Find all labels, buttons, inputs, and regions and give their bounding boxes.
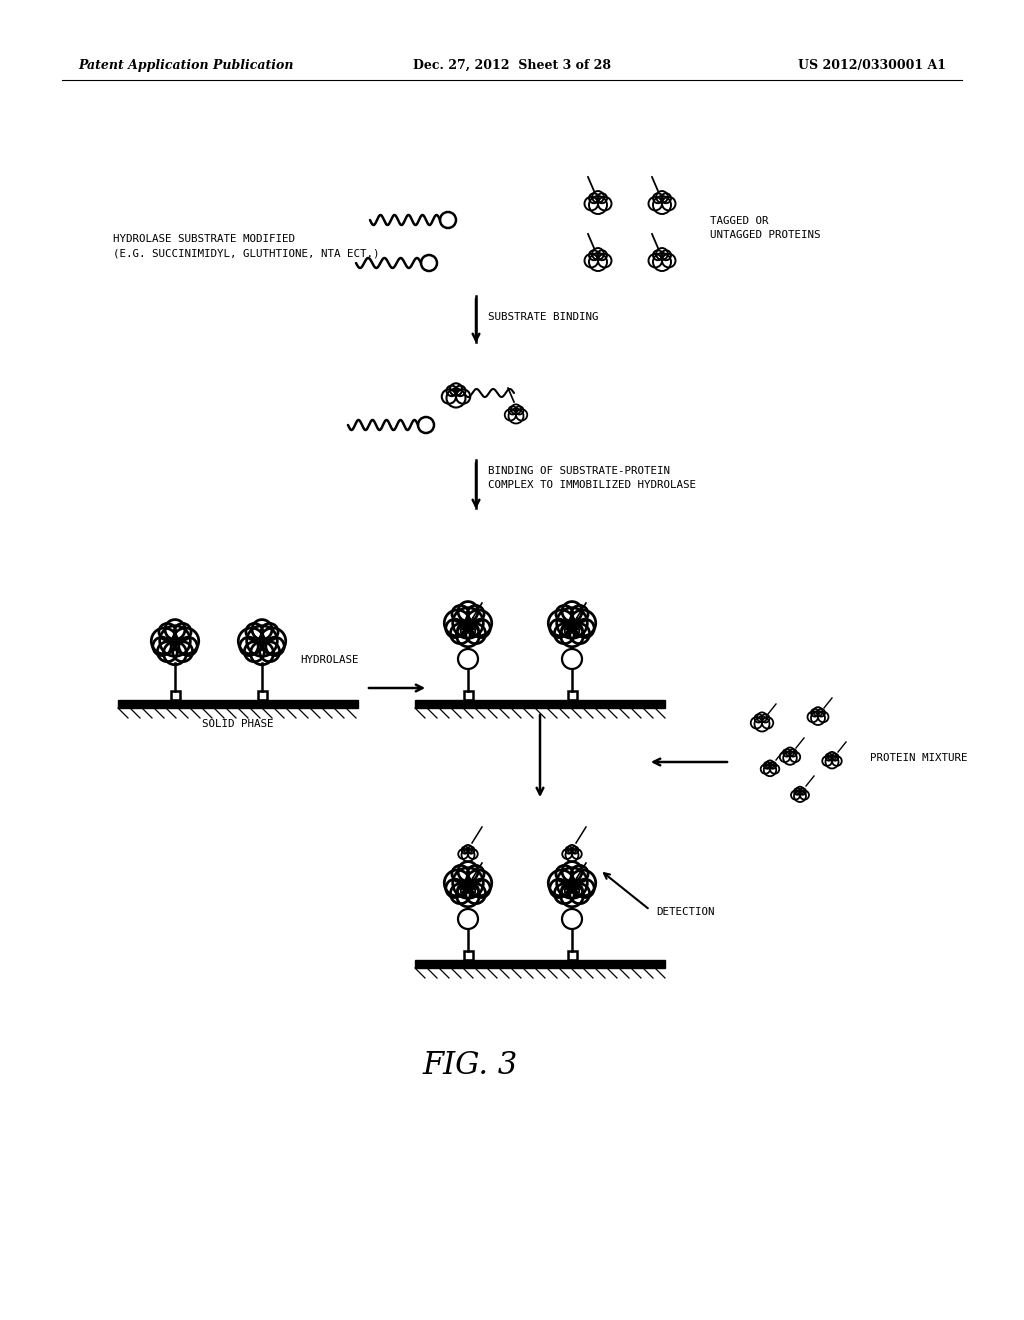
Text: Dec. 27, 2012  Sheet 3 of 28: Dec. 27, 2012 Sheet 3 of 28 — [413, 58, 611, 71]
Bar — [464, 690, 472, 700]
Bar — [257, 690, 266, 700]
Text: SUBSTRATE BINDING: SUBSTRATE BINDING — [488, 312, 598, 322]
Bar — [415, 960, 665, 968]
Bar — [118, 700, 358, 708]
Bar — [171, 690, 179, 700]
Bar — [415, 700, 665, 708]
Text: FIG. 3: FIG. 3 — [422, 1049, 517, 1081]
Text: Patent Application Publication: Patent Application Publication — [78, 58, 294, 71]
Text: DETECTION: DETECTION — [656, 907, 715, 917]
Bar — [464, 950, 472, 960]
Text: SOLID PHASE: SOLID PHASE — [203, 719, 273, 729]
Text: HYDROLASE: HYDROLASE — [300, 655, 358, 665]
Text: TAGGED OR
UNTAGGED PROTEINS: TAGGED OR UNTAGGED PROTEINS — [710, 215, 820, 240]
Text: BINDING OF SUBSTRATE-PROTEIN
COMPLEX TO IMMOBILIZED HYDROLASE: BINDING OF SUBSTRATE-PROTEIN COMPLEX TO … — [488, 466, 696, 491]
Text: HYDROLASE SUBSTRATE MODIFIED
(E.G. SUCCINIMIDYL, GLUTHTIONE, NTA ECT.): HYDROLASE SUBSTRATE MODIFIED (E.G. SUCCI… — [113, 234, 380, 259]
Bar — [567, 690, 577, 700]
Text: PROTEIN MIXTURE: PROTEIN MIXTURE — [870, 752, 968, 763]
Text: US 2012/0330001 A1: US 2012/0330001 A1 — [798, 58, 946, 71]
Bar — [567, 950, 577, 960]
